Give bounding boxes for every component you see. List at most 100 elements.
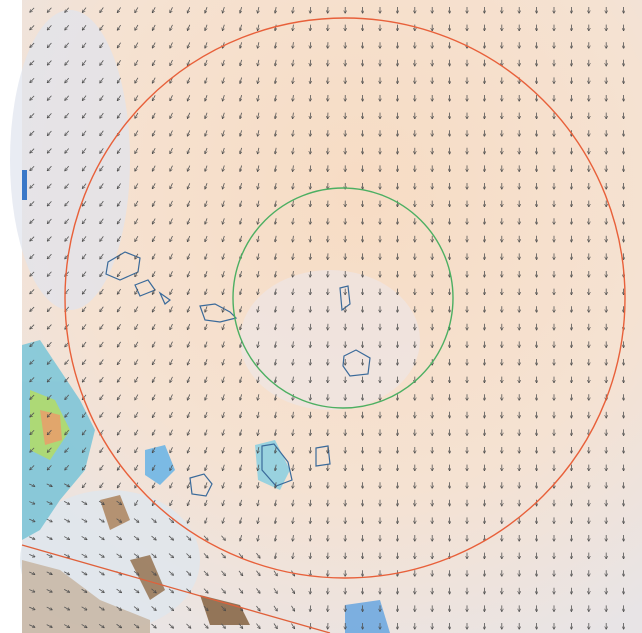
wind-arrow <box>221 535 225 541</box>
wind-arrow <box>151 553 157 558</box>
wind-arrow <box>222 77 224 84</box>
wind-arrow <box>221 623 225 629</box>
wind-arrow <box>293 482 294 488</box>
wind-arrow <box>205 59 208 66</box>
wind-arrow <box>240 323 242 330</box>
wind-arrow <box>170 464 173 470</box>
wind-arrow <box>82 464 87 470</box>
wind-arrow <box>222 394 224 400</box>
wind-arrow <box>275 499 276 506</box>
wind-arrow <box>293 464 294 471</box>
wind-arrow <box>82 324 87 329</box>
wind-arrow <box>100 130 104 136</box>
wind-arrow <box>258 499 259 506</box>
wind-arrow <box>100 447 104 453</box>
wind-arrow <box>275 130 276 136</box>
wind-arrow <box>293 6 294 13</box>
wind-arrow <box>135 165 139 171</box>
wind-arrow <box>98 571 104 575</box>
wind-arrow <box>152 165 156 171</box>
wind-arrow <box>65 218 70 224</box>
wind-arrow <box>117 253 121 259</box>
wind-arrow <box>187 288 191 295</box>
wind-arrow <box>65 359 70 365</box>
wind-arrow <box>240 218 242 224</box>
wind-arrow <box>47 7 52 12</box>
wind-arrow <box>46 483 52 487</box>
wind-arrow <box>310 394 311 400</box>
wind-arrow <box>258 376 259 383</box>
wind-arrow <box>82 394 87 400</box>
wind-arrow <box>82 200 87 206</box>
wind-arrow <box>82 253 87 259</box>
wind-arrow <box>222 218 224 224</box>
wind-arrow <box>293 306 294 312</box>
wind-arrow <box>170 306 173 311</box>
wind-arrow <box>82 429 87 435</box>
wind-arrow <box>170 253 173 259</box>
wind-arrow <box>293 270 294 277</box>
wind-arrow <box>117 341 121 347</box>
wind-arrow <box>170 235 173 241</box>
wind-arrow <box>187 95 191 101</box>
wind-arrow <box>100 7 104 13</box>
wind-arrow <box>170 200 173 206</box>
wind-arrow <box>203 553 208 557</box>
wind-arrow <box>310 270 311 277</box>
wind-arrow <box>275 182 276 189</box>
wind-arrow <box>170 147 173 153</box>
wind-arrow <box>152 411 156 417</box>
wind-arrow <box>205 359 208 365</box>
wind-arrow <box>100 218 104 224</box>
wind-arrow <box>117 394 121 400</box>
wind-arrow <box>240 447 242 453</box>
wind-arrow <box>240 200 242 207</box>
wind-arrow <box>133 518 139 523</box>
wind-arrow <box>205 517 208 524</box>
wind-arrow <box>82 42 87 48</box>
wind-arrow <box>47 377 52 381</box>
wind-arrow <box>100 464 104 470</box>
wind-arrow <box>63 483 69 487</box>
wind-arrow <box>30 95 35 100</box>
wind-arrow <box>258 112 259 119</box>
wind-arrow <box>205 271 208 277</box>
wind-arrow <box>205 235 208 242</box>
wind-arrow <box>221 553 225 558</box>
wind-arrow <box>133 623 139 628</box>
wind-arrow <box>205 183 208 189</box>
wind-arrow <box>187 464 191 471</box>
wind-arrow <box>30 130 35 135</box>
wind-arrow <box>63 500 69 504</box>
wind-arrow <box>187 253 191 260</box>
wind-arrow <box>117 60 121 65</box>
wind-arrow <box>258 24 259 31</box>
wind-arrow <box>98 588 104 592</box>
wind-arrow <box>100 60 104 65</box>
wind-arrow <box>187 271 191 277</box>
wind-arrow <box>187 112 191 119</box>
wind-arrow <box>240 165 242 172</box>
wind-arrow <box>275 253 276 259</box>
wind-arrow <box>65 236 70 241</box>
wind-arrow <box>82 77 87 83</box>
wind-arrow <box>47 60 52 65</box>
wind-arrow <box>240 130 242 136</box>
wind-arrow <box>100 236 104 241</box>
wind-arrow <box>186 570 190 575</box>
wind-arrow <box>29 483 34 486</box>
wind-arrow <box>30 60 35 65</box>
wind-arrow <box>82 7 87 13</box>
wind-arrow <box>98 606 104 610</box>
wind-arrow <box>205 323 208 330</box>
wind-arrow <box>30 394 35 399</box>
wind-arrow <box>100 271 104 277</box>
wind-arrow <box>222 517 224 524</box>
wind-arrow <box>47 341 52 346</box>
wind-arrow <box>291 623 294 628</box>
wind-arrow <box>152 429 156 435</box>
wind-arrow <box>30 7 35 12</box>
wind-arrow <box>310 218 311 224</box>
outer-radius <box>64 17 626 579</box>
